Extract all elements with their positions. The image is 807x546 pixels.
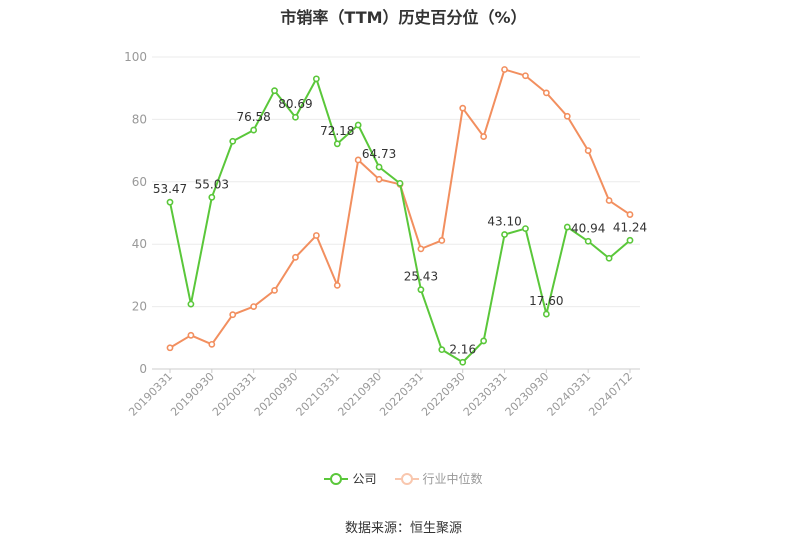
industry-data-point: [250, 303, 258, 310]
data-label: 72.18: [320, 124, 354, 138]
x-tick-label: 20220930: [419, 370, 468, 419]
data-label: 76.58: [236, 110, 270, 124]
company-data-point: [229, 137, 237, 145]
data-label: 55.03: [195, 177, 229, 191]
company-data-point: [417, 286, 425, 294]
data-label: 64.73: [362, 147, 396, 161]
company-data-point: [626, 236, 634, 244]
y-tick-label: 60: [132, 175, 147, 189]
data-label: 43.10: [487, 215, 521, 229]
data-label: 80.69: [278, 97, 312, 111]
company-data-point: [522, 225, 529, 232]
legend-item-company[interactable]: 公司: [324, 470, 377, 487]
company-data-point: [480, 337, 488, 345]
company-data-point: [542, 310, 550, 318]
company-data-point: [166, 198, 174, 206]
company-data-point: [354, 121, 362, 129]
industry-data-point: [605, 197, 613, 204]
x-tick-label: 20200930: [252, 370, 301, 419]
legend-marker-industry-median: [394, 472, 419, 485]
legend-label-company: 公司: [352, 472, 377, 486]
industry-data-point: [563, 112, 571, 120]
industry-data-point: [542, 89, 550, 97]
y-tick-label: 20: [132, 300, 147, 314]
industry-data-point: [292, 253, 299, 261]
industry-data-point: [166, 344, 174, 352]
x-tick-label: 20220331: [377, 370, 426, 419]
company-data-point: [459, 358, 467, 366]
y-tick-label: 80: [132, 112, 147, 126]
industry-data-point: [626, 211, 634, 218]
industry-data-point: [312, 232, 320, 239]
company-data-point: [250, 126, 258, 134]
y-tick-label: 0: [139, 362, 147, 376]
company-data-point: [375, 163, 383, 171]
industry-data-point: [187, 331, 195, 339]
x-tick-label: 20240331: [545, 370, 594, 419]
legend-label-industry-median: 行业中位数: [422, 472, 483, 486]
x-tick-label: 20190331: [126, 370, 175, 419]
chart-title: 市销率（TTM）历史百分位（%）: [280, 8, 527, 27]
x-tick-label: 20240712: [586, 370, 635, 419]
company-data-point: [584, 237, 592, 245]
x-tick-label: 20210930: [335, 370, 384, 419]
industry-data-point: [501, 66, 508, 73]
x-tick-label: 20200331: [210, 370, 259, 419]
industry-data-point: [459, 104, 467, 112]
industry-data-point: [354, 156, 362, 164]
industry-data-point: [480, 133, 488, 140]
company-data-point: [501, 231, 508, 238]
company-data-point: [208, 193, 216, 201]
industry-data-point: [333, 281, 341, 289]
data-label: 41.24: [613, 220, 647, 234]
chart-legend: 公司 行业中位数: [0, 470, 807, 487]
data-label: 40.94: [571, 221, 605, 235]
industry-data-point: [208, 340, 216, 348]
legend-item-industry-median[interactable]: 行业中位数: [394, 470, 483, 487]
company-data-point: [396, 179, 404, 187]
x-tick-label: 20230331: [461, 370, 510, 419]
company-data-point: [438, 346, 446, 354]
legend-marker-company: [324, 472, 349, 485]
industry-data-point: [584, 147, 592, 154]
company-data-point: [605, 254, 613, 262]
company-data-point: [312, 75, 320, 83]
x-tick-label: 20210331: [294, 370, 343, 419]
data-source: 数据来源：恒生聚源: [344, 521, 462, 536]
data-label: 2.16: [449, 342, 476, 356]
company-data-point: [187, 300, 195, 308]
data-label: 17.60: [529, 294, 563, 308]
data-label: 53.47: [153, 182, 187, 196]
industry-data-point: [271, 286, 278, 294]
industry-data-point: [229, 311, 237, 319]
company-data-point: [333, 140, 341, 148]
company-data-point: [292, 113, 299, 121]
data-label: 25.43: [404, 270, 438, 284]
industry-data-point: [522, 72, 529, 80]
y-tick-label: 40: [132, 237, 147, 251]
industry-data-point: [417, 245, 425, 253]
y-tick-label: 100: [124, 50, 147, 64]
industry-data-point: [438, 237, 446, 244]
company-data-point: [271, 87, 278, 95]
industry-data-point: [375, 175, 383, 183]
x-tick-label: 20230930: [503, 370, 552, 419]
x-tick-label: 20190930: [168, 370, 217, 419]
company-data-point: [563, 223, 571, 231]
